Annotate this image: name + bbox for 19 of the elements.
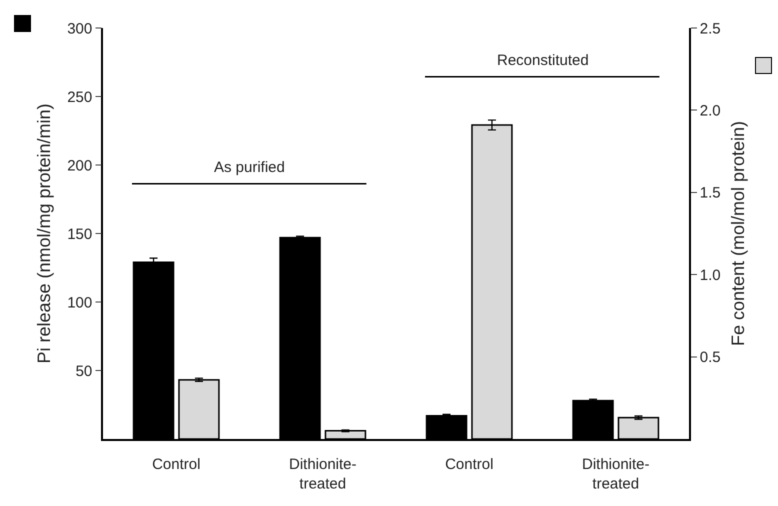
y-tick-label: 200 (67, 157, 92, 174)
x-tick-label: Dithionite-treated (288, 456, 357, 492)
y2-tick-label: 0.5 (700, 349, 721, 366)
y-axis-title: Pi release (nmol/mg protein/min) (34, 103, 54, 364)
y2-tick-label: 2.0 (700, 102, 721, 120)
y2-axis-title: Fe content (mol/mol protein) (728, 120, 748, 346)
x-tick-label: Control (445, 456, 494, 473)
y2-tick-label: 1.0 (700, 266, 721, 284)
y-tick-label: 250 (67, 88, 92, 106)
y-tick-label: 300 (67, 20, 92, 38)
y-tick-label: 100 (67, 294, 92, 312)
annotation: As purified (214, 159, 285, 176)
x-tick-label: Control (152, 456, 200, 473)
annotation: Reconstituted (497, 52, 589, 69)
y2-tick-label: 2.5 (700, 20, 721, 38)
y-tick-label: 150 (67, 226, 92, 243)
y2-tick-label: 1.5 (700, 184, 721, 202)
y-tick-label: 50 (76, 362, 92, 380)
x-tick-label: Dithionite-treated (582, 456, 650, 492)
